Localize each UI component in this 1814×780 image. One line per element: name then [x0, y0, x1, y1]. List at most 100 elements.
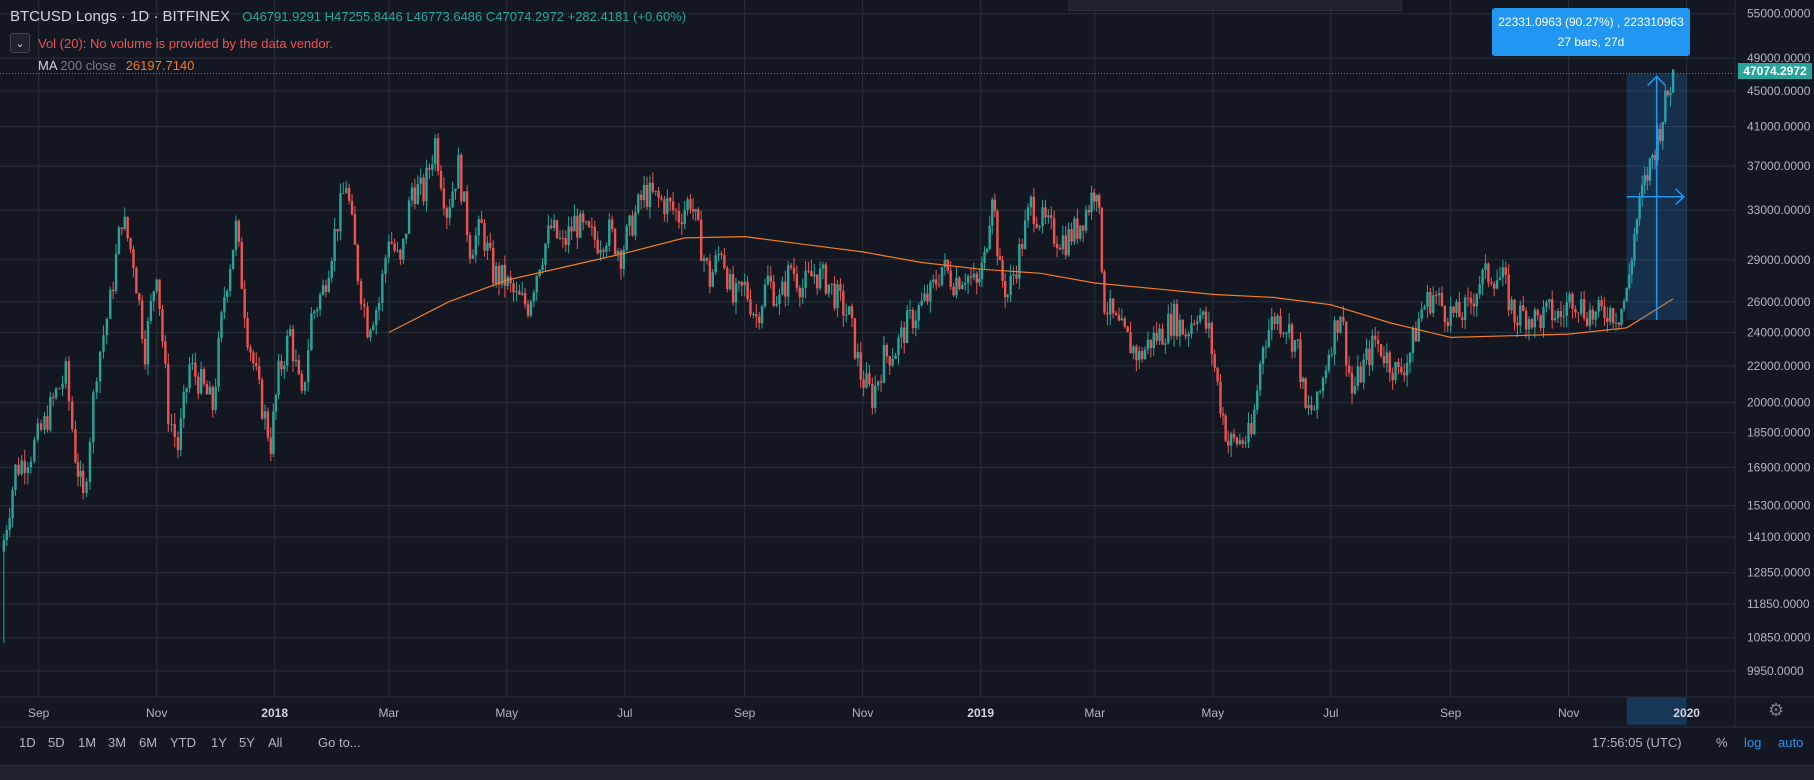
auto-toggle[interactable]: auto — [1778, 735, 1804, 750]
candle-down — [1087, 209, 1091, 213]
candle-down — [1571, 293, 1574, 309]
candle-up — [897, 337, 900, 356]
price-axis[interactable]: 55000.0000 49000.0000 45000.0000 41000.0000… — [0, 0, 1814, 728]
y-tick-label: 29000.0000 — [1747, 253, 1811, 267]
candle-up — [410, 187, 414, 201]
range-6m[interactable]: 6M — [139, 735, 158, 750]
candle-down — [555, 220, 559, 238]
candle-down — [158, 279, 161, 310]
utc-clock[interactable]: 17:56:05 (UTC) — [1592, 735, 1682, 750]
range-5d[interactable]: 5D — [48, 735, 65, 750]
y-tick-label: 12850.0000 — [1747, 566, 1811, 580]
ma-legend[interactable]: MA 200 close 26197.7140 — [38, 58, 194, 73]
candle-up — [404, 233, 408, 239]
y-tick-label: 11850.0000 — [1747, 597, 1810, 611]
candle-down — [1184, 334, 1187, 337]
candle-down — [120, 227, 124, 230]
candle-up — [547, 225, 550, 244]
candle-down — [468, 235, 472, 259]
candle-down — [1111, 298, 1115, 313]
x-tick-label: Sep — [734, 706, 756, 720]
candle-down — [1032, 196, 1036, 224]
candle-up — [95, 381, 98, 393]
candle-down — [862, 379, 865, 388]
range-1y[interactable]: 1Y — [211, 735, 227, 750]
candle-up — [199, 369, 203, 394]
measure-line-1: 22331.0963 (90.27%) , 223310963 — [1498, 15, 1684, 29]
candle-up — [1542, 307, 1545, 328]
candle-down — [143, 338, 147, 365]
range-5y[interactable]: 5Y — [239, 735, 255, 750]
candle-down — [1241, 440, 1244, 444]
y-tick-label: 18500.0000 — [1747, 426, 1811, 440]
settings-gear-icon[interactable]: ⚙ — [1768, 700, 1785, 720]
candle-down — [697, 209, 700, 220]
candle-up — [1256, 390, 1259, 410]
candle-up — [1270, 316, 1273, 331]
candle-down — [237, 220, 241, 243]
candle-up — [991, 199, 994, 226]
candle-down — [23, 460, 26, 474]
candle-down — [1376, 339, 1380, 344]
candle-up — [1187, 333, 1190, 337]
candle-down — [1336, 320, 1339, 333]
candle-down — [176, 437, 180, 451]
candle-down — [1106, 312, 1109, 315]
candle-down — [1070, 229, 1073, 242]
candle-up — [506, 276, 509, 286]
y-tick-label: 49000.0000 — [1747, 51, 1811, 65]
candle-down — [1646, 175, 1649, 181]
range-3m[interactable]: 3M — [108, 735, 127, 750]
candle-down — [243, 288, 246, 319]
candle-up — [11, 489, 14, 518]
range-all[interactable]: All — [268, 735, 283, 750]
candle-down — [51, 397, 55, 399]
candle-down — [1210, 322, 1213, 355]
candle-down — [76, 462, 80, 477]
candle-down — [197, 376, 200, 394]
candle-up — [1562, 315, 1566, 317]
candle-up — [33, 439, 36, 462]
candle-down — [442, 188, 446, 209]
candle-up — [226, 290, 229, 298]
candle-up — [763, 284, 767, 307]
candle-up — [1261, 347, 1265, 364]
candle-down — [1035, 223, 1038, 228]
candle-down — [1603, 306, 1606, 318]
candle-down — [393, 243, 396, 251]
candle-up — [1553, 318, 1557, 321]
candle-up — [286, 335, 289, 366]
candle-up — [1475, 293, 1478, 307]
collapse-chevron-icon[interactable]: ⌄ — [10, 33, 30, 53]
goto-button[interactable]: Go to... — [318, 735, 361, 750]
candle-down — [445, 208, 449, 218]
candle-up — [1143, 349, 1147, 360]
candle-down — [795, 273, 799, 289]
measure-tool[interactable] — [1626, 73, 1687, 725]
candle-down — [260, 379, 264, 419]
range-ytd[interactable]: YTD — [170, 735, 196, 750]
log-toggle[interactable]: log — [1744, 735, 1762, 750]
candle-up — [1556, 311, 1560, 319]
range-1m[interactable]: 1M — [78, 735, 97, 750]
volume-legend: ⌄ Vol (20): No volume is provided by the… — [10, 33, 333, 53]
candle-up — [1484, 263, 1487, 270]
candle-up — [804, 270, 807, 288]
candle-down — [252, 352, 255, 364]
candle-up — [457, 154, 460, 189]
candle-down — [1310, 405, 1313, 410]
candle-down — [576, 215, 579, 238]
candle-up — [1620, 308, 1623, 325]
symbol-label[interactable]: BTCUSD Longs · 1D · BITFINEX — [10, 8, 231, 25]
candle-up — [1095, 195, 1098, 202]
candle-down — [911, 309, 915, 329]
candle-down — [363, 304, 366, 307]
candle-down — [1155, 332, 1158, 341]
candle-down — [518, 291, 521, 295]
percent-toggle[interactable]: % — [1716, 735, 1728, 750]
candle-up — [628, 215, 631, 227]
candle-up — [454, 188, 457, 192]
range-1d[interactable]: 1D — [19, 735, 36, 750]
candle-down — [1379, 343, 1383, 357]
